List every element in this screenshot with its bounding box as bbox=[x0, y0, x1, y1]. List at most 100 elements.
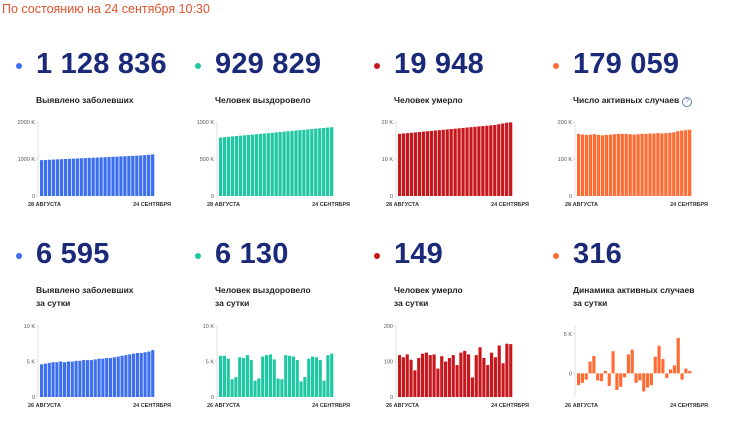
chart-bar bbox=[429, 130, 433, 196]
chart-bar bbox=[461, 127, 465, 196]
chart-bar bbox=[489, 125, 493, 196]
chart-bar bbox=[474, 355, 478, 397]
chart-bar bbox=[245, 355, 249, 397]
chart-bar bbox=[87, 157, 91, 196]
x-start-label: 26 АВГУСТА bbox=[565, 403, 598, 409]
chart-bar bbox=[318, 128, 322, 196]
chart-bar bbox=[257, 378, 261, 397]
chart-bar bbox=[444, 361, 448, 397]
chart-bar bbox=[482, 357, 486, 397]
x-end-label: 24 СЕНТЯБРЯ bbox=[133, 202, 171, 208]
chart-bar bbox=[493, 124, 497, 196]
bullet-dot bbox=[374, 63, 380, 69]
y-tick-label: 2000 K bbox=[18, 120, 36, 126]
y-tick-label: 5 K bbox=[564, 332, 573, 338]
chart-bar bbox=[93, 359, 97, 397]
chart-bar bbox=[63, 362, 67, 397]
chart-bar bbox=[477, 126, 481, 196]
chart-bar bbox=[596, 373, 600, 381]
chart-bar bbox=[634, 373, 638, 383]
chart-bar bbox=[116, 356, 120, 397]
chart-bar bbox=[577, 373, 581, 386]
chart-bar bbox=[302, 129, 306, 196]
mini-bar-chart: 200 K 100 K 0 28 АВГУСТА 24 СЕНТЯБРЯ bbox=[558, 120, 708, 208]
x-end-label: 24 СЕНТЯБРЯ bbox=[312, 202, 350, 208]
x-start-label: 28 АВГУСТА bbox=[207, 202, 240, 208]
chart-bar bbox=[322, 380, 326, 397]
chart-bar bbox=[119, 156, 123, 196]
chart-bar bbox=[425, 131, 430, 196]
bullet-dot bbox=[195, 253, 201, 259]
chart-bar bbox=[588, 134, 593, 196]
y-tick-label: 0 bbox=[390, 395, 393, 401]
bullet-dot bbox=[553, 63, 559, 69]
chart-bar bbox=[459, 352, 463, 398]
chart-bar bbox=[612, 134, 616, 196]
stat-card-active: 179 059 Число активных случаев? 200 K 100… bbox=[553, 48, 728, 255]
chart-bar bbox=[509, 344, 513, 397]
stat-label: Выявлено заболевших за сутки bbox=[36, 285, 134, 308]
stat-label: Человек выздоровело за сутки bbox=[215, 285, 311, 308]
chart-bar bbox=[497, 124, 501, 196]
chart-bar bbox=[437, 130, 441, 196]
chart-bar bbox=[490, 352, 494, 398]
chart-bar bbox=[288, 355, 292, 397]
x-start-label: 26 АВГУСТА bbox=[386, 403, 419, 409]
y-tick-label: 5 K bbox=[206, 360, 215, 366]
chart-bar bbox=[40, 364, 44, 397]
chart-bar bbox=[74, 360, 78, 397]
bullet-dot bbox=[374, 253, 380, 259]
chart-bar bbox=[66, 361, 70, 397]
chart-bar bbox=[469, 127, 473, 196]
chart-bar bbox=[43, 159, 48, 196]
chart-bar bbox=[253, 380, 257, 397]
chart-bar bbox=[89, 360, 93, 397]
chart-bar bbox=[230, 136, 235, 196]
x-end-label: 24 СЕНТЯБРЯ bbox=[312, 403, 350, 409]
stat-card-daily-deaths: 149 Человек умерло за сутки 200 100 0 26 АВГ… bbox=[374, 238, 549, 445]
chart-bar bbox=[436, 368, 440, 397]
chart-bar bbox=[424, 352, 428, 398]
mini-bar-chart: 5 K 0 26 АВГУСТА 24 СЕНТЯБРЯ bbox=[564, 326, 708, 409]
chart-bar bbox=[59, 361, 63, 397]
chart-bar bbox=[270, 132, 274, 196]
chart-bar bbox=[592, 355, 596, 374]
chart-bar bbox=[261, 356, 265, 397]
chart-bar bbox=[616, 133, 620, 196]
chart-bar bbox=[626, 354, 630, 374]
chart-bar bbox=[672, 365, 676, 374]
y-tick-label: 100 bbox=[384, 360, 393, 366]
chart-bar bbox=[299, 381, 303, 397]
chart-bar bbox=[447, 357, 451, 397]
chart-bar bbox=[47, 159, 52, 196]
chart-bar bbox=[684, 130, 688, 196]
chart-bar bbox=[584, 134, 589, 196]
chart-bar bbox=[86, 360, 90, 397]
bullet-dot bbox=[16, 253, 22, 259]
mini-bar-chart: 20 K 10 K 0 28 АВГУСТА 24 СЕНТЯБРЯ bbox=[382, 120, 529, 208]
x-start-label: 26 АВГУСТА bbox=[28, 403, 61, 409]
chart-bar bbox=[619, 373, 623, 387]
chart-bar bbox=[676, 337, 680, 374]
chart-bar bbox=[433, 130, 437, 196]
chart-bar bbox=[409, 132, 414, 196]
chart-bar bbox=[307, 358, 311, 397]
y-tick-label: 200 K bbox=[558, 120, 573, 126]
chart-bar bbox=[282, 131, 286, 196]
chart-bar bbox=[421, 131, 426, 196]
chart-bar bbox=[322, 127, 326, 196]
chart-bar bbox=[505, 122, 509, 196]
chart-bar bbox=[668, 132, 672, 196]
chart-bar bbox=[131, 155, 135, 196]
chart-bar bbox=[445, 129, 449, 196]
chart-bar bbox=[78, 360, 82, 397]
chart-bar bbox=[284, 355, 288, 397]
chart-bar bbox=[417, 131, 422, 196]
chart-bar bbox=[497, 345, 501, 397]
mini-bar-chart: 10 K 5 K 0 26 АВГУСТА 24 СЕНТЯБРЯ bbox=[203, 324, 350, 409]
chart-bar bbox=[222, 355, 226, 397]
chart-bar bbox=[432, 354, 436, 397]
stat-value: 929 829 bbox=[215, 48, 322, 80]
chart-bar bbox=[103, 157, 107, 196]
info-icon[interactable]: ? bbox=[682, 97, 693, 107]
